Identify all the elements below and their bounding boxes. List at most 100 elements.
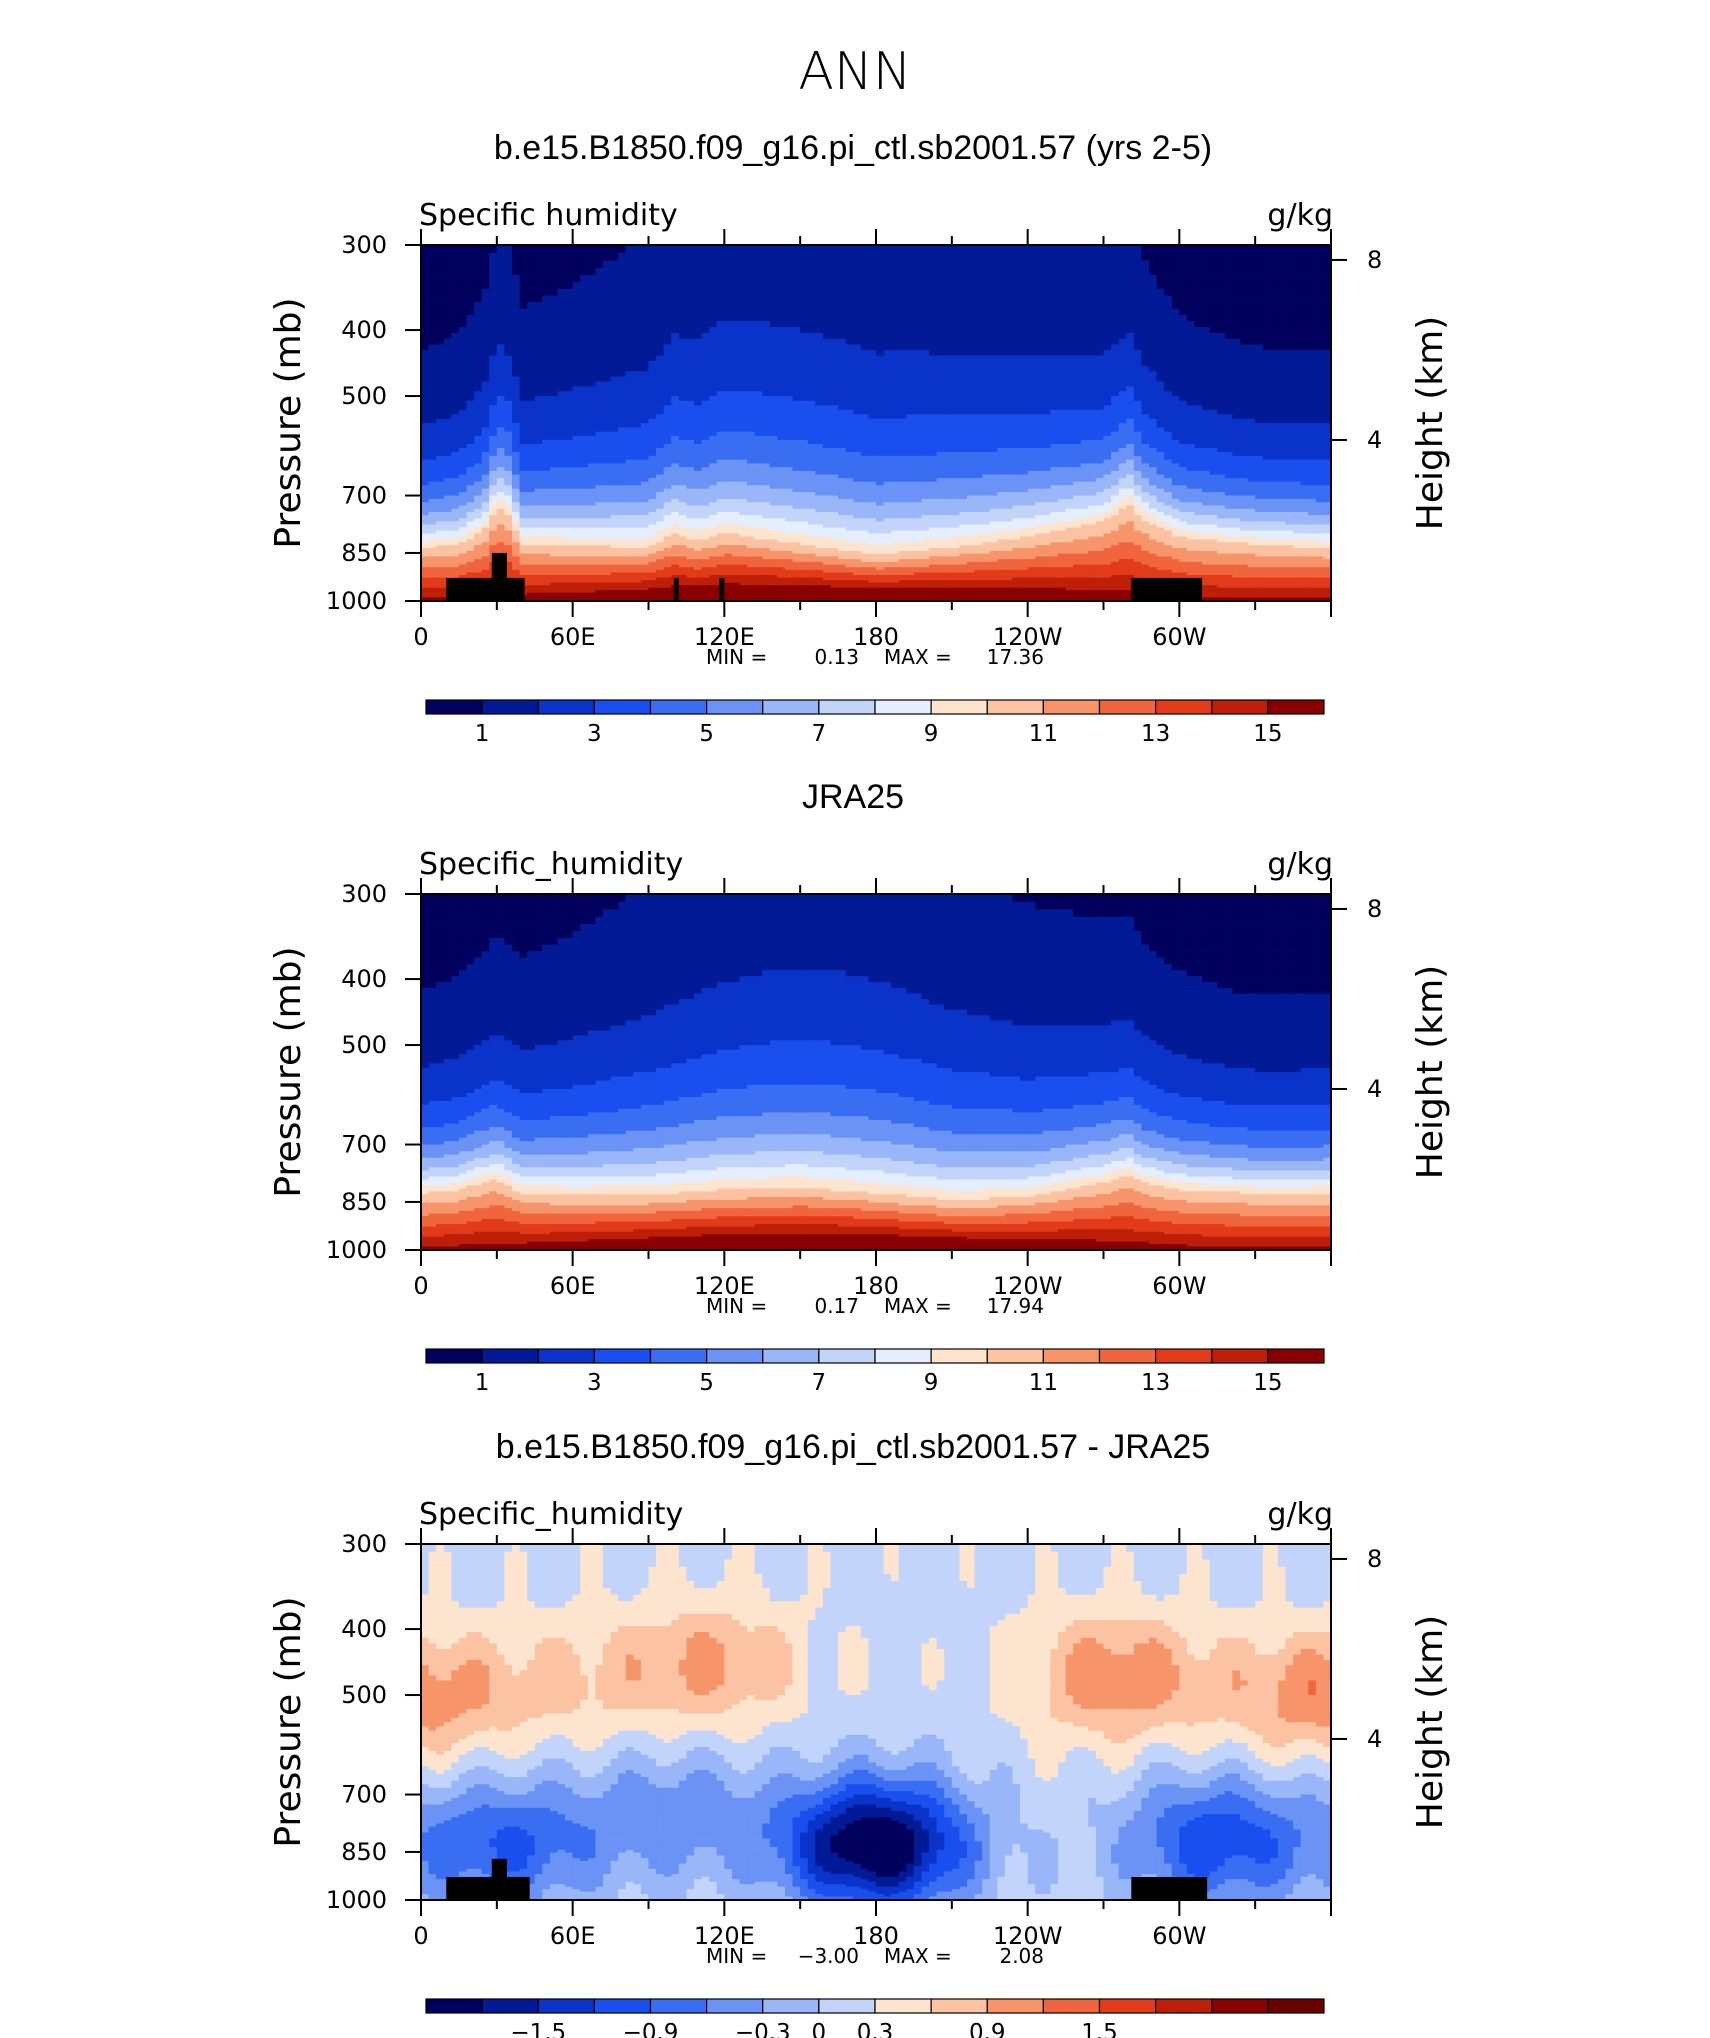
field-cell [421, 452, 429, 456]
field-cell [444, 463, 452, 467]
field-cell [527, 405, 535, 410]
field-cell [641, 302, 649, 309]
field-cell [459, 275, 467, 283]
field-cell [626, 333, 634, 339]
field-cell [732, 371, 740, 377]
field-cell [626, 253, 634, 261]
field-cell [740, 245, 748, 253]
field-cell [694, 432, 702, 437]
field-cell [709, 302, 717, 309]
field-cell [512, 339, 520, 345]
field-cell [520, 321, 528, 328]
field-cell [512, 460, 520, 464]
field-cell [641, 361, 649, 367]
field-cell [777, 401, 785, 406]
field-cell [482, 260, 490, 268]
field-cell [520, 452, 528, 456]
field-cell [649, 405, 657, 410]
field-cell [512, 427, 520, 432]
field-cell [588, 296, 596, 303]
field-cell [444, 485, 452, 489]
field-cell [474, 485, 482, 489]
field-cell [512, 366, 520, 372]
field-cell [641, 366, 649, 372]
field-cell [611, 452, 619, 456]
field-cell [740, 452, 748, 456]
field-cell [747, 386, 755, 391]
field-cell [770, 485, 778, 489]
field-cell [694, 440, 702, 445]
field-cell [762, 386, 770, 391]
field-cell [429, 423, 437, 428]
field-cell [649, 396, 657, 401]
field-cell [633, 440, 641, 445]
field-cell [603, 471, 611, 475]
field-cell [724, 302, 732, 309]
field-cell [580, 444, 588, 449]
field-cell [717, 253, 725, 261]
field-cell [747, 478, 755, 482]
field-cell [474, 456, 482, 460]
field-cell [451, 440, 459, 445]
field-cell [497, 423, 505, 428]
field-cell [565, 268, 573, 276]
field-cell [595, 410, 603, 415]
field-cell [504, 315, 512, 322]
field-cell [618, 460, 626, 464]
field-cell [542, 427, 550, 432]
field-cell [429, 405, 437, 410]
field-cell [580, 471, 588, 475]
field-cell [444, 386, 452, 391]
field-cell [573, 448, 581, 453]
field-cell [429, 245, 437, 253]
field-cell [497, 471, 505, 475]
field-cell [618, 366, 626, 372]
field-cell [489, 339, 497, 345]
field-cell [747, 339, 755, 345]
field-cell [489, 391, 497, 396]
field-cell [633, 460, 641, 464]
field-cell [444, 309, 452, 316]
field-cell [755, 260, 763, 268]
field-cell [717, 485, 725, 489]
field-cell [459, 333, 467, 339]
field-cell [740, 460, 748, 464]
field-cell [717, 376, 725, 382]
field-cell [626, 344, 634, 350]
field-cell [474, 253, 482, 261]
field-cell [504, 401, 512, 406]
field-cell [686, 344, 694, 350]
field-cell [702, 423, 710, 428]
field-cell [603, 463, 611, 467]
field-cell [618, 452, 626, 456]
field-cell [512, 452, 520, 456]
field-cell [527, 471, 535, 475]
field-cell [777, 444, 785, 449]
field-cell [573, 253, 581, 261]
field-cell [777, 427, 785, 432]
field-cell [755, 366, 763, 372]
field-cell [717, 478, 725, 482]
field-cell [489, 315, 497, 322]
field-cell [755, 419, 763, 424]
field-cell [747, 327, 755, 334]
field-cell [603, 296, 611, 303]
field-cell [755, 456, 763, 460]
field-cell [421, 391, 429, 396]
field-cell [565, 356, 573, 362]
field-cell [497, 344, 505, 350]
field-cell [770, 339, 778, 345]
field-cell [679, 401, 687, 406]
field-cell [747, 414, 755, 419]
field-cell [573, 245, 581, 253]
field-cell [429, 366, 437, 372]
field-cell [679, 350, 687, 356]
field-cell [542, 321, 550, 328]
field-cell [626, 460, 634, 464]
field-cell [580, 371, 588, 377]
field-cell [580, 289, 588, 296]
field-cell [762, 260, 770, 268]
field-cell [580, 296, 588, 303]
field-cell [421, 356, 429, 362]
field-cell [603, 423, 611, 428]
